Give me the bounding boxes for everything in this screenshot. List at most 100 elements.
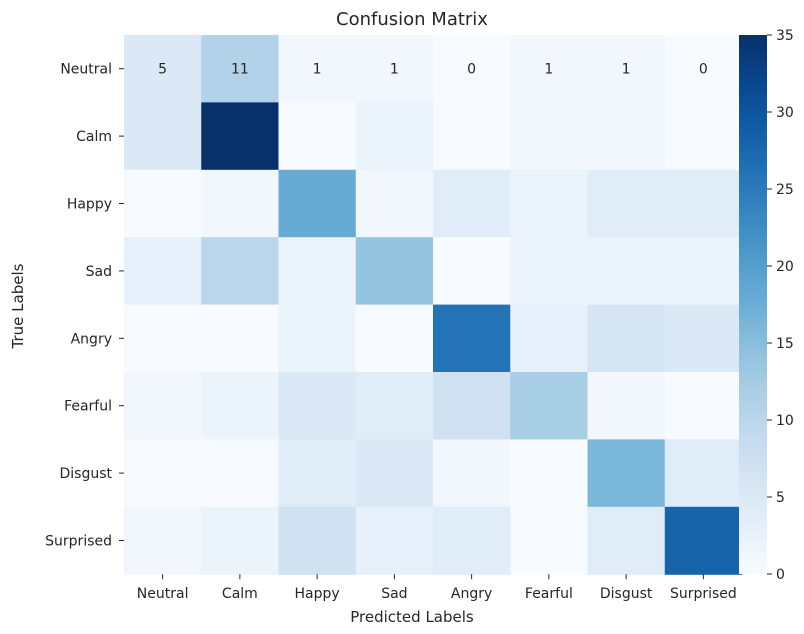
heatmap-cell-0-6 xyxy=(587,35,666,103)
heatmap-cell-3-5 xyxy=(510,237,589,306)
x-tick-label: Neutral xyxy=(137,586,189,602)
heatmap-cell-6-1 xyxy=(201,439,280,508)
heatmap-cell-0-3 xyxy=(355,35,434,103)
heatmap-cell-6-0 xyxy=(124,439,202,508)
cell-label-0-4: 0 xyxy=(467,62,476,78)
heatmap-cell-7-7 xyxy=(664,506,743,575)
cell-label-0-5: 1 xyxy=(544,62,553,78)
heatmap-cell-5-6 xyxy=(587,372,666,440)
cell-label-0-2: 1 xyxy=(313,62,322,78)
cell-label-0-7: 0 xyxy=(699,62,708,78)
cell-label-0-3: 1 xyxy=(390,62,399,78)
heatmap-cell-2-2 xyxy=(278,169,357,238)
heatmap-cell-1-3 xyxy=(355,102,434,171)
heatmap-cell-4-5 xyxy=(510,304,589,373)
heatmap-cell-3-4 xyxy=(433,237,511,306)
heatmap-cell-0-0 xyxy=(124,35,202,103)
y-tick-label: Neutral xyxy=(60,62,112,78)
heatmap-cell-1-0 xyxy=(124,102,202,171)
heatmap-cell-2-1 xyxy=(201,169,280,238)
heatmap-cell-5-3 xyxy=(355,372,434,440)
heatmap-cell-5-5 xyxy=(510,372,589,440)
colorbar-tick-label: 15 xyxy=(776,336,794,352)
heatmap-cell-1-5 xyxy=(510,102,589,171)
heatmap-cell-5-4 xyxy=(433,372,511,440)
heatmap-cell-2-4 xyxy=(433,169,511,238)
heatmap-cell-5-0 xyxy=(124,372,202,440)
cell-label-0-0: 5 xyxy=(158,62,167,78)
heatmap-cell-4-0 xyxy=(124,304,202,373)
heatmap-cell-2-7 xyxy=(664,169,743,238)
colorbar-tick-label: 30 xyxy=(776,105,794,121)
heatmap-cell-4-2 xyxy=(278,304,357,373)
x-tick-label: Angry xyxy=(451,586,492,602)
x-tick-label: Sad xyxy=(381,586,407,602)
colorbar-tick-label: 5 xyxy=(776,490,785,506)
heatmap-cell-1-4 xyxy=(433,102,511,171)
heatmap-cell-7-4 xyxy=(433,506,511,575)
heatmap-cell-2-3 xyxy=(355,169,434,238)
heatmap-cell-2-0 xyxy=(124,169,202,238)
x-tick-label: Fearful xyxy=(525,586,573,602)
colorbar-ticks: 0 5 10 15 20 25 30 35 xyxy=(767,28,794,583)
heatmap-cell-4-4 xyxy=(433,304,511,373)
heatmap-cell-7-5 xyxy=(510,506,589,575)
y-tick-label: Disgust xyxy=(59,466,112,482)
heatmap-cells xyxy=(124,35,743,575)
heatmap-cell-7-1 xyxy=(201,506,280,575)
heatmap-cell-4-3 xyxy=(355,304,434,373)
heatmap-cell-1-7 xyxy=(664,102,743,171)
heatmap-cell-6-4 xyxy=(433,439,511,508)
chart-title: Confusion Matrix xyxy=(336,9,488,30)
heatmap-cell-1-2 xyxy=(278,102,357,171)
heatmap-cell-3-0 xyxy=(124,237,202,306)
y-tick-label: Sad xyxy=(86,264,112,280)
heatmap-cell-6-3 xyxy=(355,439,434,508)
x-tick-label: Calm xyxy=(222,586,258,602)
y-tick-label: Angry xyxy=(71,331,112,347)
cell-label-0-1: 11 xyxy=(231,62,249,78)
x-tick-label: Surprised xyxy=(670,586,737,602)
heatmap-cell-6-5 xyxy=(510,439,589,508)
x-tick-label: Happy xyxy=(295,586,340,602)
heatmap-cell-3-6 xyxy=(587,237,666,306)
heatmap-cell-7-6 xyxy=(587,506,666,575)
heatmap-cell-4-6 xyxy=(587,304,666,373)
heatmap-cell-3-3 xyxy=(355,237,434,306)
y-tick-label: Fearful xyxy=(64,399,112,415)
heatmap-cell-7-2 xyxy=(278,506,357,575)
heatmap-cell-5-1 xyxy=(201,372,280,440)
heatmap-cell-1-6 xyxy=(587,102,666,171)
heatmap-cell-6-2 xyxy=(278,439,357,508)
heatmap-cell-5-2 xyxy=(278,372,357,440)
colorbar-tick-label: 10 xyxy=(776,413,794,429)
heatmap-cell-7-3 xyxy=(355,506,434,575)
heatmap-cell-3-7 xyxy=(664,237,743,306)
heatmap-cell-1-1 xyxy=(201,102,280,171)
colorbar-tick-label: 20 xyxy=(776,259,794,275)
heatmap-cell-0-1 xyxy=(201,35,280,103)
heatmap-cell-2-6 xyxy=(587,169,666,238)
heatmap-cell-0-7 xyxy=(664,35,743,103)
heatmap-cell-3-1 xyxy=(201,237,280,306)
x-tick-label: Disgust xyxy=(600,586,653,602)
heatmap-cell-labels: 5 11 1 1 0 1 1 0 xyxy=(158,62,708,78)
y-axis-label: True Labels xyxy=(9,263,27,349)
y-tick-label: Happy xyxy=(67,197,112,213)
heatmap-cell-0-2 xyxy=(278,35,357,103)
x-axis-label: Predicted Labels xyxy=(350,608,474,626)
y-tick-label: Surprised xyxy=(45,534,112,550)
heatmap-cell-6-6 xyxy=(587,439,666,508)
y-axis-ticks: Neutral Calm Happy Sad Angry Fearful Disgust Su… xyxy=(45,62,124,550)
heatmap-cell-0-4 xyxy=(433,35,511,103)
heatmap-cell-2-5 xyxy=(510,169,589,238)
colorbar-tick-label: 25 xyxy=(776,182,794,198)
y-tick-label: Calm xyxy=(76,129,112,145)
colorbar-tick-label: 0 xyxy=(776,567,785,583)
heatmap-cell-6-7 xyxy=(664,439,743,508)
cell-label-0-6: 1 xyxy=(622,62,631,78)
heatmap-cell-7-0 xyxy=(124,506,202,575)
colorbar-tick-label: 35 xyxy=(776,28,794,44)
heatmap-cell-4-1 xyxy=(201,304,280,373)
